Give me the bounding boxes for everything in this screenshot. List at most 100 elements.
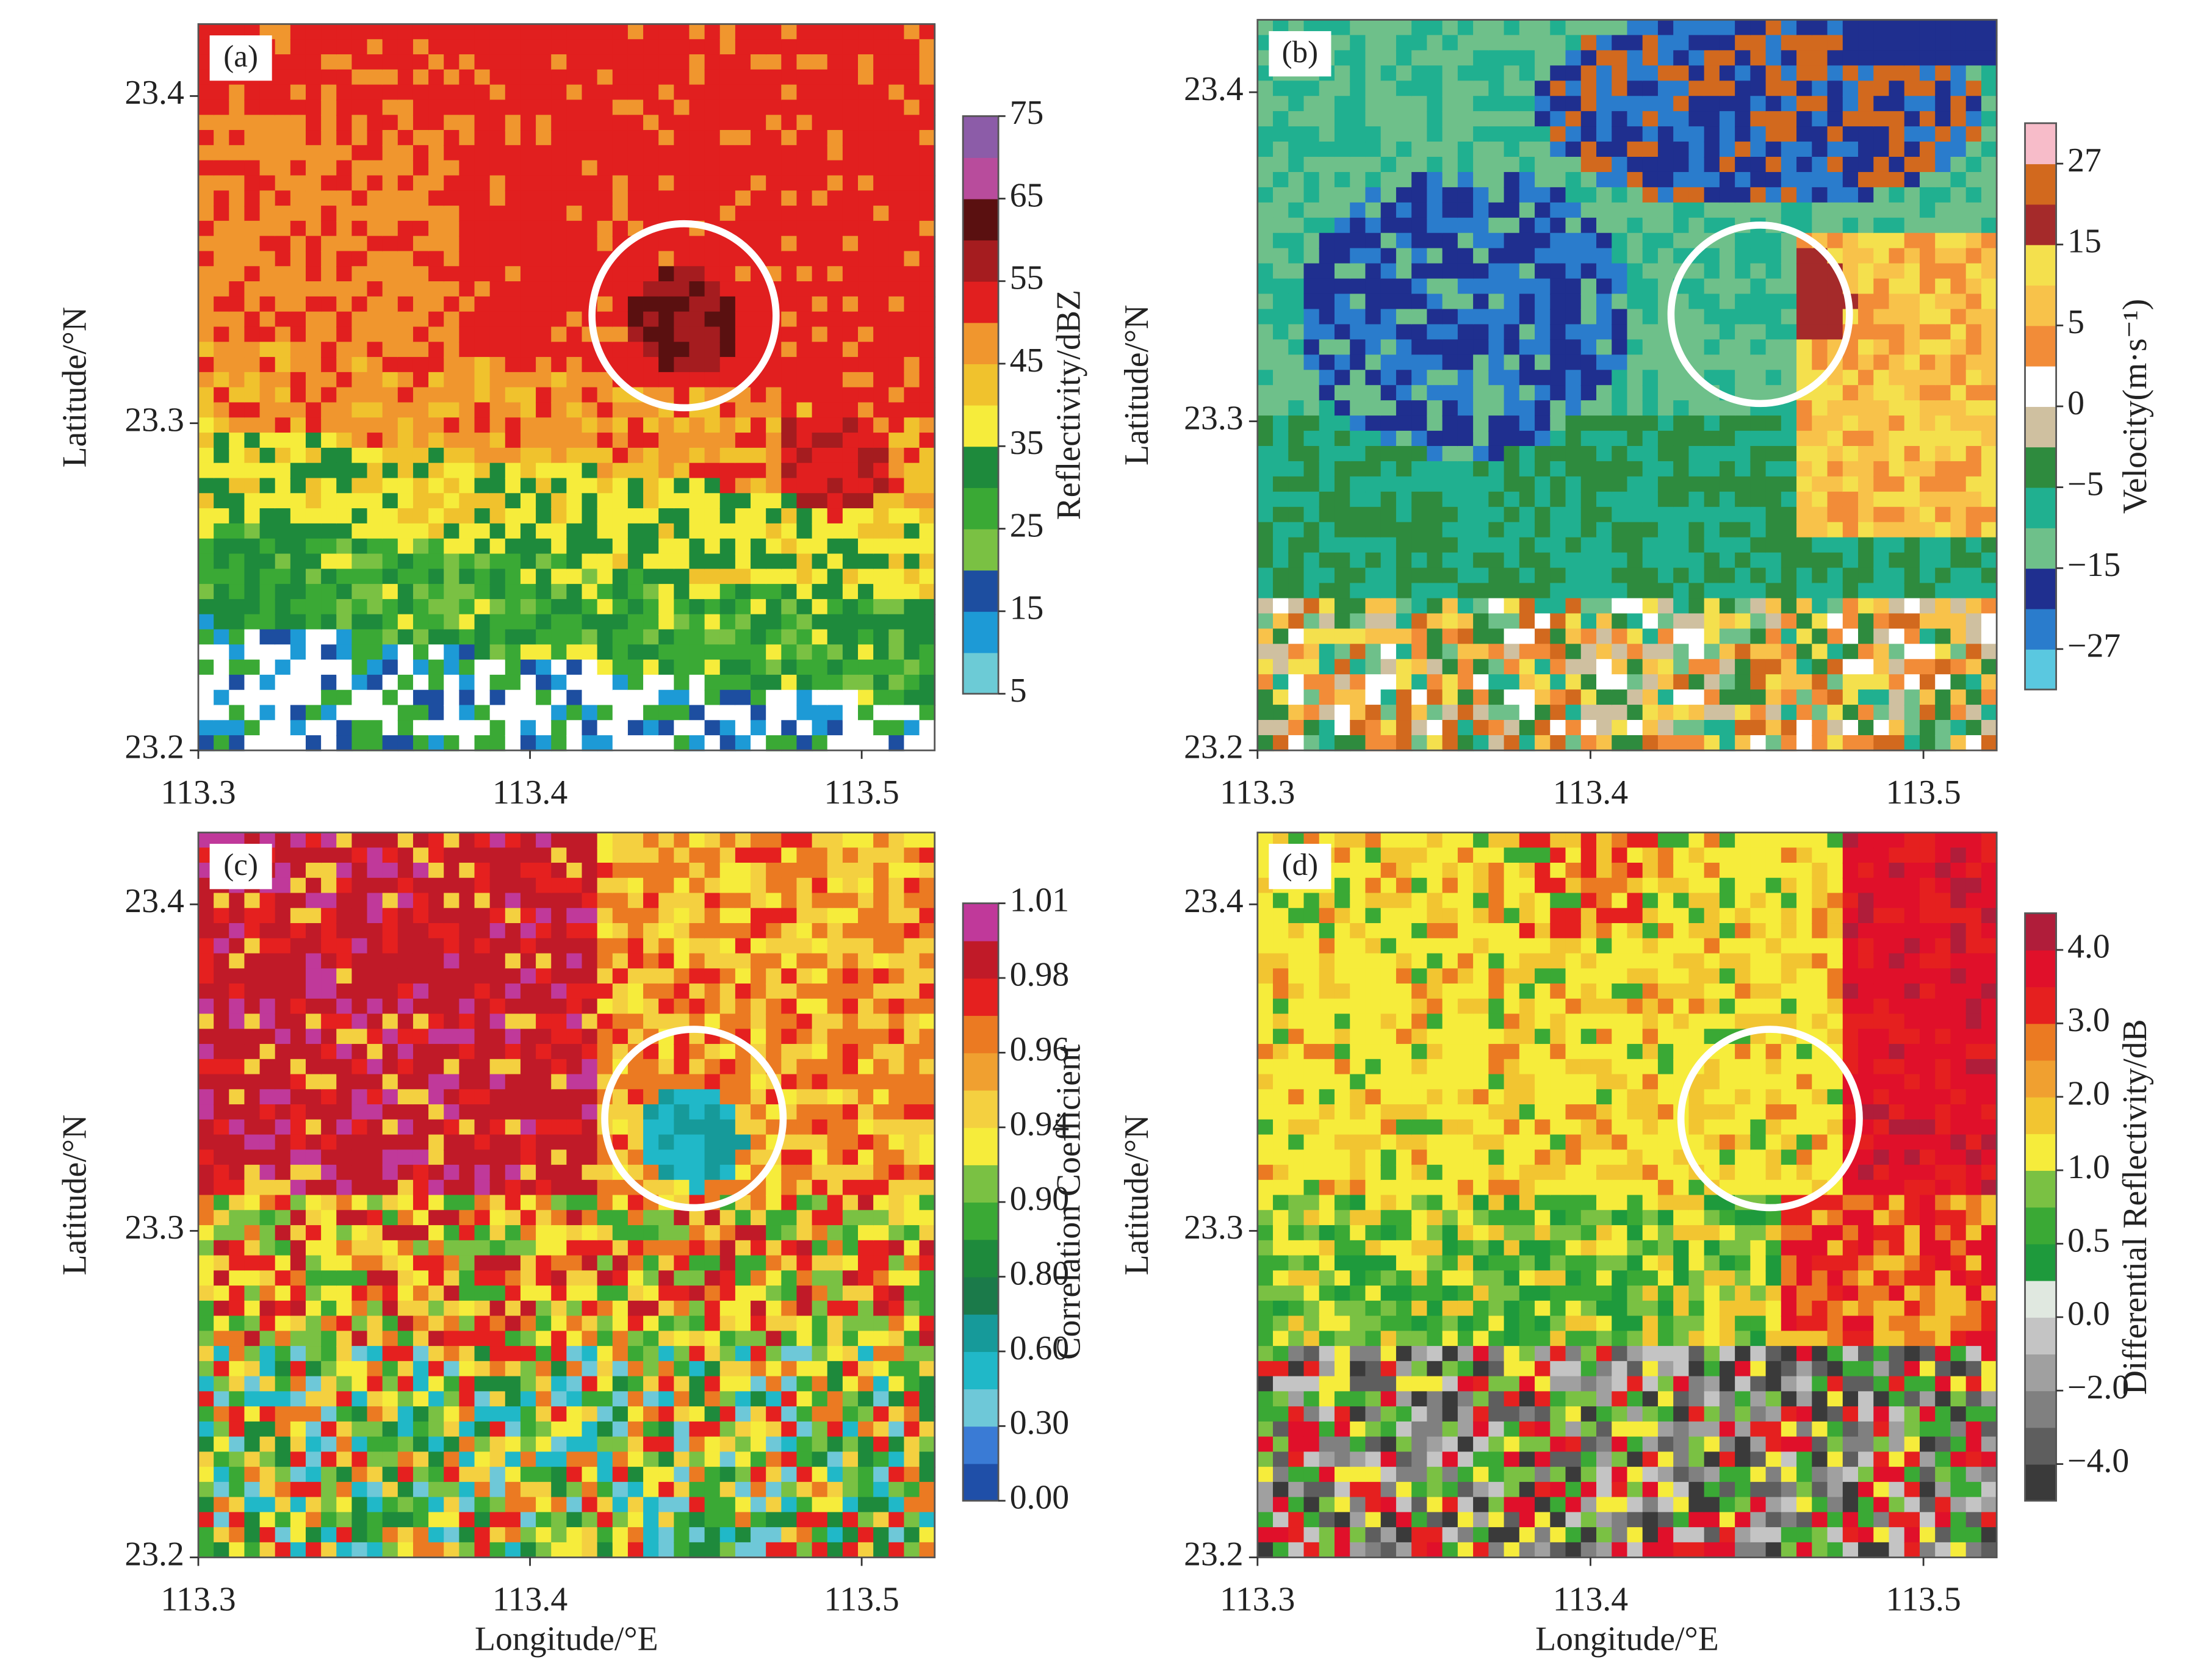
radar-cell (444, 39, 460, 56)
radar-cell (1796, 613, 1813, 630)
radar-cell (305, 1059, 322, 1075)
radar-cell (1950, 50, 1967, 67)
radar-cell (1535, 354, 1551, 371)
radar-cell (627, 342, 644, 358)
radar-cell (1535, 324, 1551, 340)
radar-cell (1950, 81, 1967, 97)
radar-cell (1612, 461, 1628, 478)
radar-cell (1319, 491, 1336, 508)
radar-cell (474, 674, 491, 691)
radar-cell (1688, 659, 1706, 675)
radar-cell (1396, 65, 1413, 82)
radar-cell (1858, 491, 1875, 508)
radar-cell (214, 1089, 230, 1106)
radar-cell (229, 145, 245, 162)
radar-cell (1919, 202, 1936, 219)
radar-cell (674, 720, 690, 736)
radar-cell (214, 417, 230, 434)
radar-cell (382, 145, 399, 162)
radar-cell (1765, 171, 1782, 189)
radar-cell (719, 569, 737, 585)
radar-cell (1257, 278, 1274, 295)
radar-cell (1873, 491, 1890, 508)
radar-cell (1919, 506, 1936, 523)
radar-cell (459, 175, 475, 192)
radar-cell (566, 523, 583, 540)
radar-cell (1350, 142, 1366, 158)
radar-cell (1457, 720, 1474, 736)
radar-cell (1935, 157, 1951, 173)
radar-cell (919, 553, 936, 570)
radar-cell (1488, 445, 1505, 462)
radar-cell (1965, 278, 1983, 295)
radar-cell (1411, 385, 1428, 401)
radar-cell (658, 447, 675, 464)
radar-cell (1781, 644, 1798, 660)
radar-cell (1535, 628, 1551, 645)
radar-cell (704, 130, 721, 146)
radar-cell (1580, 293, 1598, 310)
radar-cell (214, 1436, 230, 1453)
radar-cell (1965, 689, 1983, 706)
radar-cell (1488, 689, 1505, 706)
radar-cell (290, 251, 307, 267)
radar-cell (275, 953, 292, 969)
radar-cell (259, 462, 276, 479)
radar-cell (1365, 476, 1382, 493)
radar-cell (244, 1467, 261, 1483)
radar-cell (1904, 476, 1921, 493)
radar-cell (1580, 583, 1598, 599)
radar-cell (1273, 309, 1289, 325)
radar-cell (229, 923, 245, 940)
radar-cell (1765, 522, 1782, 539)
radar-cell (888, 462, 905, 479)
radar-cell (704, 569, 721, 585)
radar-cell (751, 508, 767, 525)
radar-cell (214, 1270, 230, 1287)
radar-cell (1904, 415, 1921, 432)
radar-cell (1842, 81, 1859, 97)
radar-cell (259, 660, 276, 676)
radar-cell (214, 160, 230, 176)
radar-cell (781, 569, 798, 585)
radar-cell (812, 689, 829, 706)
radar-cell (1827, 96, 1844, 112)
radar-cell (1565, 263, 1582, 279)
radar-cell (582, 357, 599, 373)
radar-cell (382, 175, 399, 192)
radar-cell (259, 1029, 276, 1045)
radar-cell (1627, 263, 1644, 279)
radar-cell (1319, 96, 1336, 112)
radar-cell (275, 1300, 292, 1317)
radar-cell (1765, 142, 1782, 158)
radar-cell (612, 478, 629, 494)
radar-cell (1396, 506, 1413, 523)
radar-cell (1827, 628, 1844, 645)
radar-cell (520, 387, 537, 403)
radar-cell (1288, 400, 1305, 417)
radar-cell (229, 584, 245, 600)
radar-cell (1288, 171, 1305, 189)
radar-cell (1350, 705, 1366, 721)
radar-cell (1580, 81, 1598, 97)
radar-cell (290, 998, 307, 1015)
radar-cell (336, 99, 353, 116)
radar-cell (1919, 583, 1936, 599)
radar-cell (1904, 552, 1921, 569)
radar-cell (566, 674, 583, 691)
radar-cell (382, 462, 399, 479)
radar-cell (1612, 705, 1628, 721)
radar-cell (1396, 461, 1413, 478)
radar-cell (412, 266, 430, 282)
radar-cell (290, 206, 307, 222)
radar-cell (444, 689, 460, 706)
radar-cell (1627, 644, 1644, 660)
radar-cell (275, 281, 292, 298)
radar-cell (214, 908, 230, 924)
radar-cell (259, 478, 276, 494)
radar-cell (1735, 476, 1751, 493)
radar-cell (551, 372, 567, 389)
radar-cell (1765, 324, 1782, 340)
radar-cell (505, 660, 522, 676)
